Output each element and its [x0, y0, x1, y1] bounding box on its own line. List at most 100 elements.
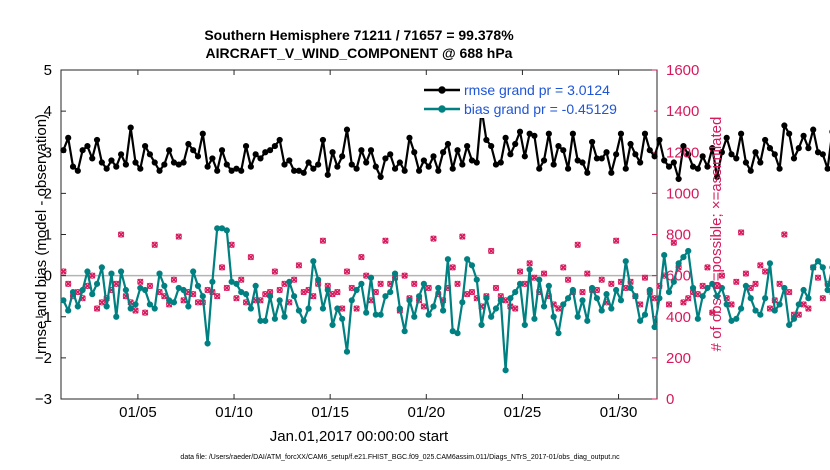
- bias-point: [824, 286, 830, 294]
- bias-point: [339, 315, 346, 322]
- bias-point: [689, 284, 697, 292]
- assimilated-obs-marker: [319, 237, 327, 244]
- rmse-point: [324, 171, 331, 178]
- bias-point: [108, 270, 115, 277]
- assimilated-obs-marker: [223, 284, 230, 292]
- bias-point: [502, 367, 509, 374]
- rmse-point: [74, 167, 81, 174]
- bias-point: [555, 330, 562, 337]
- bias-point: [651, 323, 658, 331]
- assimilated-obs-marker: [247, 253, 255, 261]
- bias-point: [694, 315, 701, 322]
- rmse-point: [79, 147, 86, 154]
- x-tick-label: 01/20: [408, 404, 446, 421]
- rmse-point: [425, 163, 432, 170]
- chart-title: Southern Hemisphere 71211 / 71657 = 99.3…: [204, 27, 514, 43]
- bias-point: [84, 268, 91, 275]
- rmse-point: [824, 165, 830, 172]
- rmse-point: [598, 155, 605, 162]
- bias-point: [814, 258, 822, 265]
- possible-obs-marker: [151, 241, 158, 248]
- bias-point: [742, 282, 750, 290]
- bias-point: [613, 286, 620, 294]
- rmse-point: [651, 153, 658, 160]
- bias-point: [468, 262, 476, 269]
- rmse-point: [113, 163, 120, 170]
- bias-point: [74, 303, 81, 310]
- rmse-point: [252, 151, 259, 158]
- assimilated-obs-marker: [146, 282, 154, 290]
- right-tick-label: 200: [666, 350, 691, 367]
- rmse-point: [540, 157, 548, 164]
- bias-point: [733, 315, 740, 322]
- rmse-point: [377, 173, 384, 181]
- possible-obs-marker: [377, 280, 384, 287]
- rmse-point: [497, 159, 504, 166]
- rmse-point: [199, 130, 206, 137]
- rmse-point: [564, 165, 572, 172]
- rmse-point: [358, 147, 365, 154]
- possible-obs-marker: [218, 264, 226, 271]
- rmse-point: [718, 149, 725, 156]
- assimilated-obs-marker: [137, 278, 144, 285]
- rmse-point: [60, 147, 67, 154]
- bias-point: [127, 305, 134, 312]
- left-axis-label: rmse and bias (model - observation): [33, 114, 50, 354]
- assimilated-obs-marker: [651, 295, 658, 302]
- possible-obs-marker: [579, 288, 586, 296]
- rmse-point: [637, 159, 644, 166]
- assimilated-obs-marker: [555, 305, 562, 312]
- rmse-point: [353, 165, 360, 172]
- bias-point: [488, 313, 495, 320]
- bias-point: [637, 317, 644, 324]
- rmse-point: [795, 145, 802, 152]
- assimilated-obs-marker: [65, 280, 72, 288]
- rmse-point: [276, 136, 283, 144]
- bias-point: [117, 268, 125, 275]
- possible-obs-marker: [781, 231, 788, 238]
- bias-point: [593, 295, 601, 302]
- possible-obs-marker: [709, 309, 716, 316]
- bias-point: [516, 280, 524, 287]
- rmse-point: [685, 151, 692, 158]
- bias-point: [670, 278, 677, 285]
- bias-point: [584, 317, 591, 324]
- bias-point: [146, 301, 154, 308]
- rmse-point: [146, 151, 154, 158]
- assimilated-obs-marker: [540, 270, 548, 277]
- left-tick-label: −2: [35, 350, 52, 367]
- bias-point: [641, 311, 649, 318]
- rmse-point: [675, 175, 682, 183]
- possible-obs-marker: [540, 270, 548, 277]
- assimilated-obs-marker: [728, 301, 735, 308]
- bias-point: [204, 340, 211, 347]
- right-tick-label: 1000: [666, 185, 699, 202]
- left-tick-label: −3: [35, 391, 52, 408]
- bias-point: [521, 321, 528, 329]
- bias-point: [762, 295, 769, 302]
- assimilated-obs-marker: [430, 235, 437, 242]
- rmse-point: [286, 157, 293, 164]
- x-tick-label: 01/05: [119, 404, 157, 421]
- rmse-point: [420, 157, 427, 164]
- x-tick-label: 01/15: [311, 404, 349, 421]
- tick-marks: [61, 69, 657, 400]
- rmse-point: [603, 149, 610, 156]
- bias-point: [550, 313, 557, 320]
- bias-point: [98, 264, 105, 271]
- left-axis-tick-labels: −3 −2 −1 0 1 2 3 4 5: [35, 62, 52, 408]
- bias-point: [444, 256, 452, 263]
- possible-obs-marker: [613, 237, 620, 244]
- assimilated-obs-marker: [598, 276, 605, 283]
- assimilated-obs-marker: [233, 295, 240, 302]
- x-tick-label: 01/10: [215, 404, 253, 421]
- bias-point: [60, 297, 67, 304]
- rmse-point: [670, 159, 677, 166]
- assimilated-obs-marker: [685, 295, 692, 302]
- possible-obs-marker: [598, 276, 605, 283]
- assimilated-obs-marker: [752, 280, 759, 288]
- possible-obs-marker: [117, 231, 125, 238]
- assimilated-obs-marker: [175, 233, 182, 240]
- left-tick-label: −1: [35, 309, 52, 326]
- rmse-point: [194, 153, 202, 160]
